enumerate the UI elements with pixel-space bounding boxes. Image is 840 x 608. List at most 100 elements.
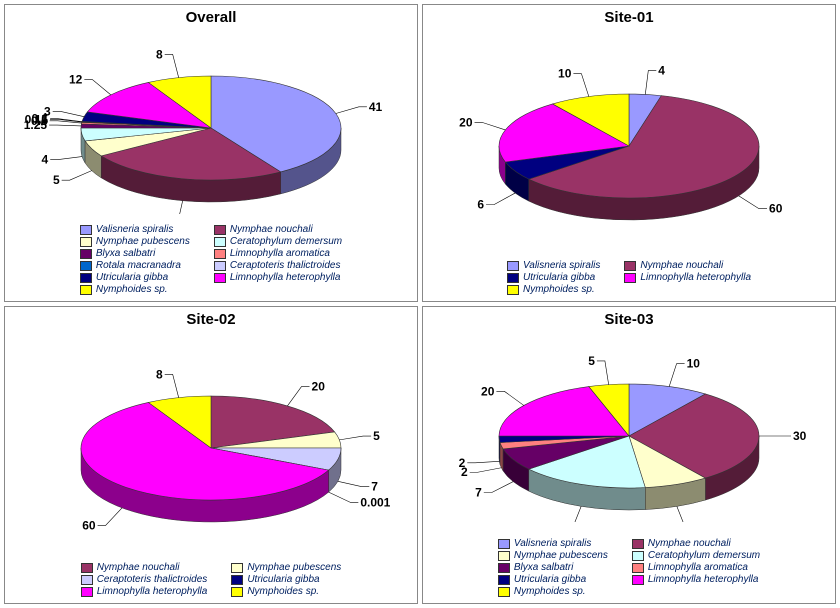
panel-title-overall: Overall bbox=[186, 9, 237, 26]
legend-item: Nymphae nouchali bbox=[214, 224, 342, 235]
slice-label: 60 bbox=[82, 518, 96, 532]
legend-swatch bbox=[81, 575, 93, 585]
legend-label: Limnophylla heterophylla bbox=[640, 272, 751, 283]
legend-label: Blyxa salbatri bbox=[96, 248, 155, 259]
legend-label: Rotala macranadra bbox=[96, 260, 181, 271]
legend-item: Blyxa salbatri bbox=[498, 562, 608, 573]
legend-item: Limnophylla aromatica bbox=[214, 248, 342, 259]
slice-label: 12 bbox=[69, 73, 83, 87]
leader-line bbox=[564, 506, 581, 522]
legend-swatch bbox=[507, 261, 519, 271]
legend-item: Rotala macranadra bbox=[80, 260, 190, 271]
panel-site02: Site-02 20570.001608 Nymphae nouchaliNym… bbox=[4, 306, 418, 604]
slice-label: 10 bbox=[558, 67, 572, 81]
legend-item: Utricularia gibba bbox=[80, 272, 190, 283]
legend-item: Utricularia gibba bbox=[498, 574, 608, 585]
legend-item: Utricularia gibba bbox=[231, 574, 341, 585]
slice-label: 10 bbox=[687, 357, 701, 371]
legend-site01: Valisneria spiralis Nymphae nouchali Utric… bbox=[497, 258, 761, 301]
chart-overall: 4125541.250.50.150.13128 bbox=[5, 26, 417, 222]
legend-label: Valisneria spiralis bbox=[523, 260, 600, 271]
slice-label: 20 bbox=[481, 384, 495, 398]
leader-line bbox=[53, 111, 84, 116]
legend-swatch bbox=[214, 261, 226, 271]
legend-swatch bbox=[214, 225, 226, 235]
legend-label: Valisneria spiralis bbox=[96, 224, 173, 235]
legend-label: Limnophylla heterophylla bbox=[230, 272, 341, 283]
legend-label: Ceraptoteris thalictroides bbox=[97, 574, 208, 585]
slice-label: 3 bbox=[44, 104, 51, 118]
legend-swatch bbox=[498, 539, 510, 549]
chart-site02: 20570.001608 bbox=[5, 328, 417, 560]
legend-item: Nymphoides sp. bbox=[231, 586, 341, 597]
slice-label: 20 bbox=[312, 380, 326, 394]
leader-line bbox=[669, 364, 684, 387]
slice-label: 8 bbox=[156, 47, 163, 61]
leader-line bbox=[98, 508, 122, 525]
legend-swatch bbox=[81, 587, 93, 597]
legend-label: Valisneria spiralis bbox=[514, 538, 591, 549]
legend-swatch bbox=[632, 539, 644, 549]
legend-item: Nymphae pubescens bbox=[231, 562, 341, 573]
legend-swatch bbox=[80, 285, 92, 295]
panel-site01: Site-01 46062010 Valisneria spiralis Nymp… bbox=[422, 4, 836, 302]
chart-site01: 46062010 bbox=[423, 26, 835, 258]
legend-swatch bbox=[80, 237, 92, 247]
pie-site01: 46062010 bbox=[429, 52, 829, 232]
legend-label: Nymphoides sp. bbox=[523, 284, 595, 295]
legend-label: Utricularia gibba bbox=[523, 272, 595, 283]
slice-label: 41 bbox=[369, 100, 383, 114]
panel-overall: Overall 4125541.250.50.150.13128 Valisne… bbox=[4, 4, 418, 302]
legend-label: Ceraptoteris thalictroides bbox=[230, 260, 341, 271]
legend-label: Nymphae nouchali bbox=[230, 224, 313, 235]
legend-swatch bbox=[231, 587, 243, 597]
legend-swatch bbox=[498, 551, 510, 561]
slice-label: 7 bbox=[475, 486, 482, 500]
legend-item: Ceratophylum demersum bbox=[632, 550, 760, 561]
slice-label: 30 bbox=[793, 429, 807, 443]
legend-swatch bbox=[214, 273, 226, 283]
legend-label: Utricularia gibba bbox=[96, 272, 168, 283]
legend-item: Nymphoides sp. bbox=[80, 284, 190, 295]
slice-label: 4 bbox=[42, 153, 49, 167]
panel-grid: Overall 4125541.250.50.150.13128 Valisne… bbox=[0, 0, 840, 608]
legend-item: Limnophylla heterophylla bbox=[624, 272, 751, 283]
legend-label: Nymphae pubescens bbox=[247, 562, 341, 573]
leader-line bbox=[484, 482, 513, 493]
leader-line bbox=[470, 468, 502, 472]
legend-item: Nymphae pubescens bbox=[80, 236, 190, 247]
legend-label: Nymphae pubescens bbox=[96, 236, 190, 247]
leader-line bbox=[165, 374, 179, 397]
leader-line bbox=[287, 387, 309, 406]
legend-item: Limnophylla heterophylla bbox=[214, 272, 342, 283]
legend-label: Nymphae nouchali bbox=[97, 562, 180, 573]
legend-label: Limnophylla aromatica bbox=[648, 562, 748, 573]
leader-line bbox=[597, 361, 609, 385]
leader-line bbox=[50, 157, 82, 160]
legend-site02: Nymphae nouchali Nymphae pubescens Cerapto… bbox=[71, 560, 352, 603]
leader-line bbox=[338, 481, 369, 486]
legend-item: Nymphoides sp. bbox=[498, 586, 608, 597]
legend-label: Ceratophylum demersum bbox=[648, 550, 760, 561]
panel-title-site02: Site-02 bbox=[186, 311, 235, 328]
legend-swatch bbox=[498, 587, 510, 597]
legend-item: Ceratophylum demersum bbox=[214, 236, 342, 247]
legend-swatch bbox=[80, 261, 92, 271]
legend-label: Nymphae nouchali bbox=[640, 260, 723, 271]
leader-line bbox=[475, 123, 506, 130]
legend-label: Limnophylla heterophylla bbox=[97, 586, 208, 597]
legend-item: Limnophylla aromatica bbox=[632, 562, 760, 573]
legend-label: Nymphoides sp. bbox=[96, 284, 168, 295]
legend-swatch bbox=[632, 551, 644, 561]
legend-overall: Valisneria spiralis Nymphae nouchali Nymph… bbox=[70, 222, 352, 301]
leader-line bbox=[645, 71, 656, 95]
slice-label: 0.001 bbox=[360, 495, 390, 509]
legend-swatch bbox=[498, 563, 510, 573]
leader-line bbox=[677, 506, 694, 522]
legend-swatch bbox=[80, 225, 92, 235]
panel-title-site01: Site-01 bbox=[604, 9, 653, 26]
legend-swatch bbox=[624, 273, 636, 283]
slice-label: 6 bbox=[477, 198, 484, 212]
legend-item: Nymphae nouchali bbox=[81, 562, 208, 573]
legend-swatch bbox=[498, 575, 510, 585]
